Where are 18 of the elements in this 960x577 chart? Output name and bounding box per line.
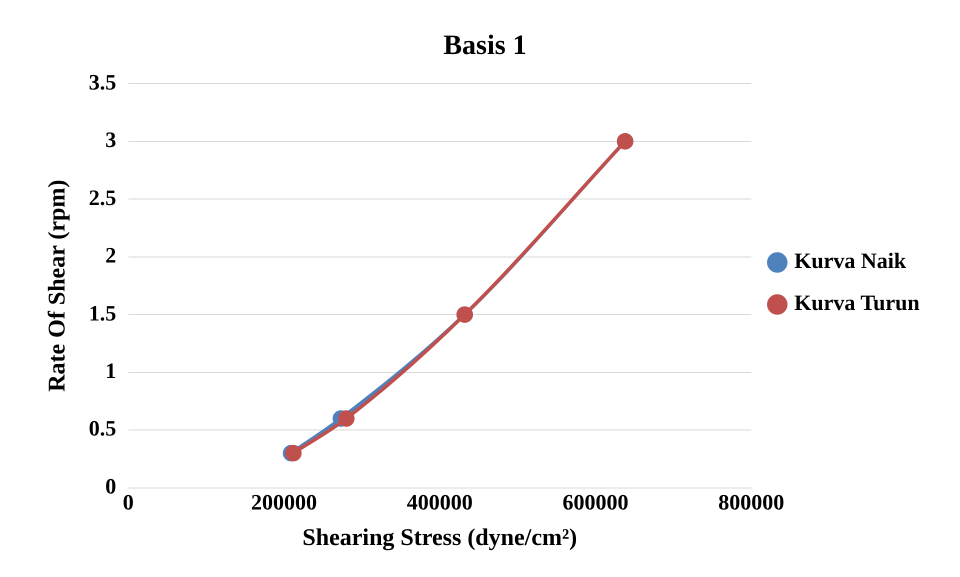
chart-title: Basis 1 [443, 30, 527, 62]
y-tick-label: 2.5 [88, 184, 116, 210]
y-tick-label: 2 [105, 242, 116, 268]
y-tick-label: 0.5 [88, 416, 116, 441]
x-tick-label: 400000 [406, 490, 473, 515]
y-tick-label: 1 [105, 358, 116, 383]
legend-label: Kurva Turun [794, 290, 920, 316]
y-axis-title: Rate Of Shear (rpm) [44, 180, 71, 392]
x-tick-label: 0 [122, 490, 134, 515]
y-tick-label: 3 [105, 127, 116, 152]
y-tick-label: 3.5 [88, 69, 116, 94]
legend-label: Kurva Naik [794, 248, 907, 274]
x-tick-label: 800000 [718, 490, 784, 515]
y-tick-label: 0 [105, 473, 116, 498]
x-tick-label: 200000 [251, 490, 318, 515]
x-axis-title: Shearing Stress (dyne/cm²) [302, 524, 578, 551]
x-tick-label: 600000 [562, 490, 629, 515]
y-tick-label: 1.5 [88, 300, 116, 326]
